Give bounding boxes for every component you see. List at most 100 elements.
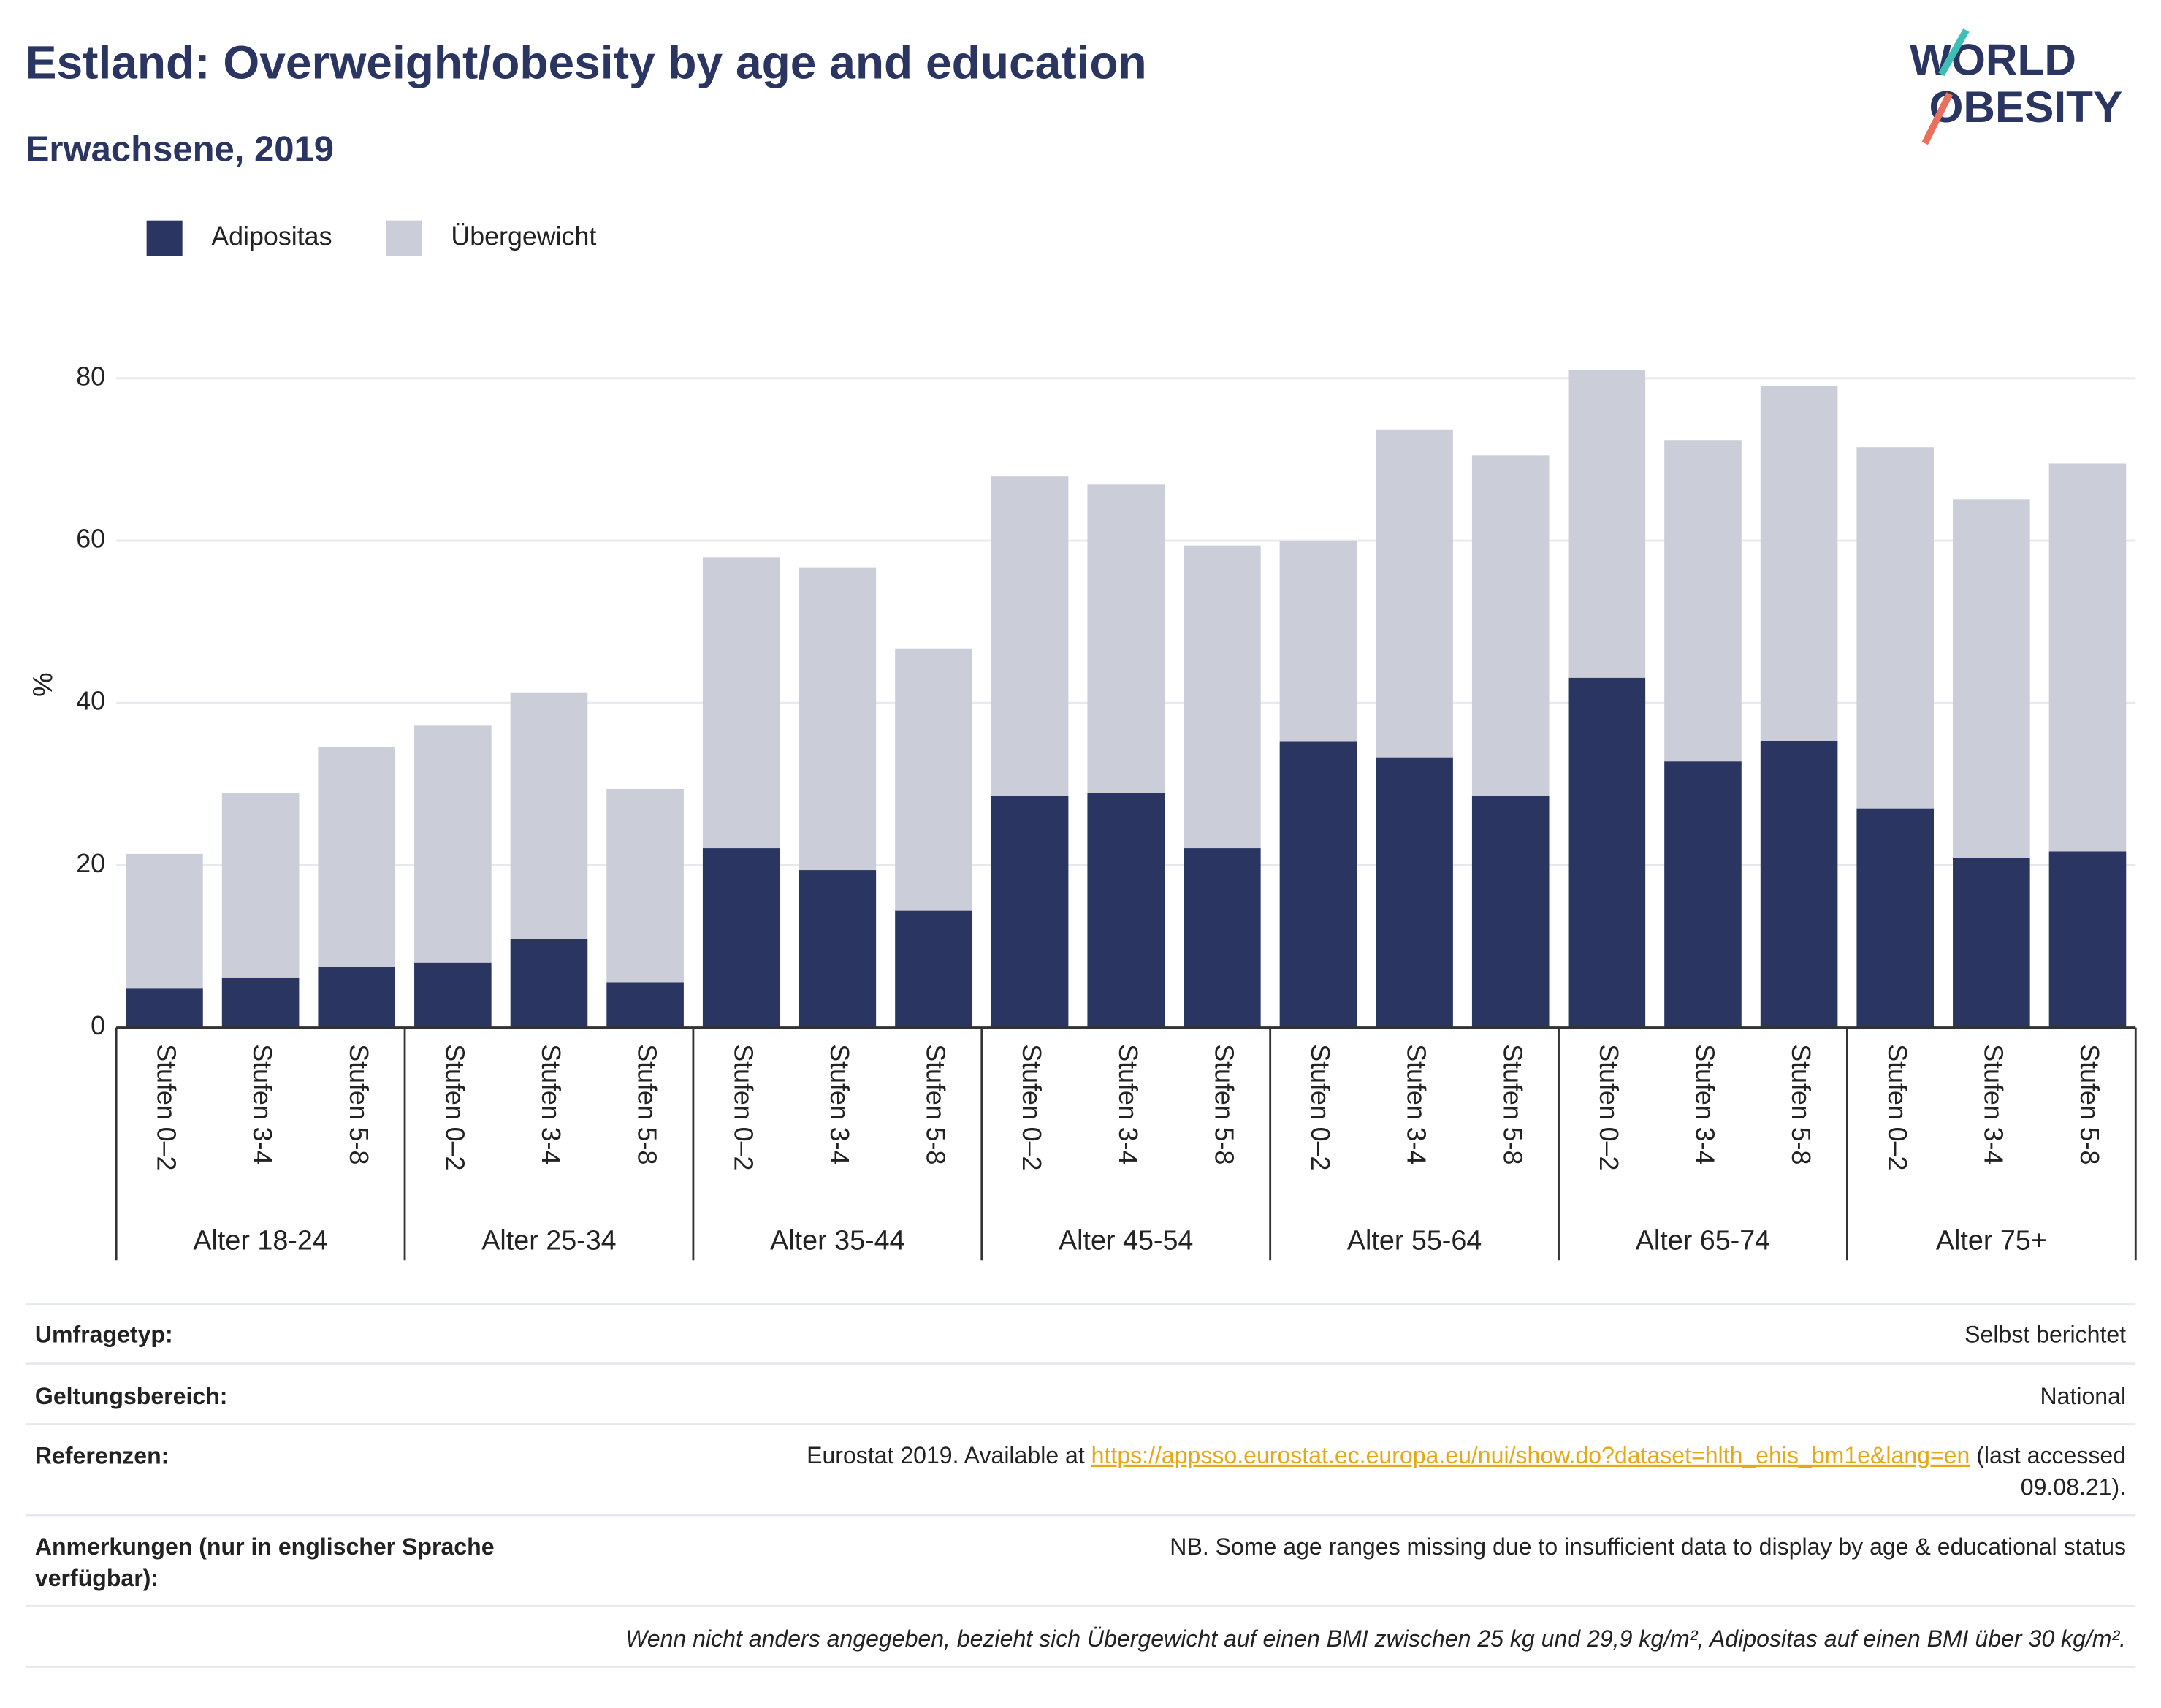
- bar-segment: [1664, 761, 1742, 1028]
- footer-value: National: [2040, 1383, 2126, 1409]
- footer-value: NB. Some age ranges missing due to insuf…: [1170, 1533, 2126, 1560]
- x-tick-label: Stufen 3-4: [1691, 1044, 1720, 1164]
- bar-segment: [1471, 455, 1550, 796]
- footer-label: verfügbar):: [35, 1565, 159, 1591]
- bar-segment: [126, 988, 203, 1028]
- bar-segment: [606, 788, 684, 983]
- reference-text: Eurostat 2019. Available at: [807, 1442, 1085, 1468]
- x-tick-label: Stufen 0–2: [1017, 1044, 1046, 1170]
- legend-swatch: [146, 220, 183, 256]
- bar-segment: [606, 982, 684, 1028]
- logo-text: OBESITY: [1929, 82, 2122, 131]
- group-label: Alter 45-54: [1059, 1225, 1193, 1256]
- x-tick-label: Stufen 3-4: [248, 1044, 277, 1164]
- bar-segment: [510, 692, 588, 939]
- group-label: Alter 55-64: [1347, 1225, 1482, 1256]
- y-tick-label: 20: [76, 849, 105, 878]
- bar-segment: [1568, 677, 1646, 1028]
- bar-segment: [414, 962, 492, 1028]
- bar-segment: [1953, 858, 2030, 1028]
- bar-segment: [2048, 463, 2127, 852]
- bar-segment: [1760, 386, 1838, 741]
- bar-segment: [1087, 484, 1165, 793]
- bar-segment: [221, 977, 300, 1028]
- legend-label: Adipositas: [211, 222, 332, 251]
- reference-text: (last accessed: [1976, 1442, 2126, 1468]
- group-label: Alter 75+: [1936, 1225, 2047, 1256]
- x-tick-label: Stufen 5-8: [633, 1044, 662, 1164]
- y-tick-label: 60: [76, 524, 105, 553]
- bar-segment: [414, 725, 492, 963]
- chart-subtitle: Erwachsene, 2019: [26, 129, 334, 169]
- x-tick-label: Stufen 5-8: [1209, 1044, 1238, 1164]
- x-tick-label: Stufen 3-4: [1978, 1044, 2008, 1164]
- bar-segment: [1279, 741, 1357, 1028]
- bar-segment: [126, 853, 203, 989]
- bar-segment: [1279, 540, 1357, 742]
- bar-segment: [1087, 793, 1165, 1028]
- logo-slash: [1921, 92, 1953, 145]
- bar-segment: [895, 648, 972, 911]
- x-tick-label: Stufen 5-8: [921, 1044, 950, 1164]
- x-tick-label: Stufen 0–2: [1306, 1044, 1335, 1170]
- footer-definition: Wenn nicht anders angegeben, bezieht sic…: [625, 1625, 2126, 1652]
- x-tick-label: Stufen 0–2: [1883, 1044, 1912, 1170]
- bar-segment: [2048, 851, 2127, 1028]
- bar-segment: [991, 476, 1069, 796]
- x-tick-label: Stufen 5-8: [344, 1044, 373, 1164]
- y-axis-label: %: [27, 672, 58, 697]
- footer-label: Anmerkungen (nur in englischer Sprache: [35, 1533, 495, 1560]
- bar-segment: [1184, 848, 1261, 1028]
- bar-segment: [510, 939, 588, 1028]
- x-tick-label: Stufen 3-4: [536, 1044, 565, 1164]
- legend-swatch: [386, 220, 422, 256]
- logo-slash: [1938, 28, 1970, 77]
- bar-segment: [1471, 796, 1550, 1028]
- group-label: Alter 25-34: [481, 1225, 616, 1256]
- footer-label: Referenzen:: [35, 1442, 169, 1468]
- bar-segment: [991, 796, 1069, 1028]
- x-tick-label: Stufen 0–2: [728, 1044, 758, 1170]
- y-tick-label: 40: [76, 687, 105, 716]
- logo-text: WORLD: [1910, 35, 2076, 85]
- x-tick-label: Stufen 3-4: [825, 1044, 854, 1164]
- x-tick-label: Stufen 5-8: [1498, 1044, 1527, 1164]
- bar-segment: [1856, 808, 1935, 1028]
- footer-value: Eurostat 2019. Available at https://apps…: [807, 1442, 2126, 1468]
- footer-value: 09.08.21).: [2021, 1474, 2126, 1501]
- bar-segment: [895, 910, 972, 1028]
- bar-segment: [1376, 757, 1453, 1028]
- bar-segment: [1664, 440, 1742, 762]
- bar-segment: [1856, 447, 1935, 809]
- bar-segment: [1184, 545, 1261, 849]
- y-tick-label: 80: [76, 362, 105, 391]
- bar-segment: [799, 567, 877, 871]
- y-tick-label: 0: [91, 1011, 105, 1040]
- bar-segment: [1760, 741, 1838, 1028]
- bar-segment: [799, 870, 877, 1028]
- footer-label: Geltungsbereich:: [35, 1383, 228, 1409]
- bar-segment: [1376, 429, 1453, 758]
- x-tick-label: Stufen 0–2: [152, 1044, 181, 1170]
- bar-segment: [318, 967, 396, 1028]
- x-tick-label: Stufen 5-8: [2075, 1044, 2104, 1164]
- group-label: Alter 35-44: [770, 1225, 904, 1256]
- bar-segment: [318, 747, 396, 967]
- footer-label: Umfragetyp:: [35, 1321, 173, 1347]
- bar-segment: [702, 557, 780, 849]
- x-tick-label: Stufen 5-8: [1786, 1044, 1815, 1164]
- reference-link: https://appsso.eurostat.ec.europa.eu/nui…: [1091, 1442, 1970, 1468]
- x-tick-label: Stufen 3-4: [1402, 1044, 1431, 1164]
- bar-segment: [702, 848, 780, 1028]
- chart-title: Estland: Overweight/obesity by age and e…: [26, 36, 1147, 88]
- bar-segment: [1568, 370, 1646, 678]
- group-label: Alter 65-74: [1636, 1225, 1770, 1256]
- group-label: Alter 18-24: [193, 1225, 327, 1256]
- bar-segment: [1953, 499, 2030, 858]
- bar-segment: [221, 793, 300, 978]
- x-tick-label: Stufen 0–2: [440, 1044, 469, 1170]
- x-tick-label: Stufen 3-4: [1113, 1044, 1143, 1164]
- x-tick-label: Stufen 0–2: [1594, 1044, 1623, 1170]
- legend-label: Übergewicht: [451, 222, 596, 251]
